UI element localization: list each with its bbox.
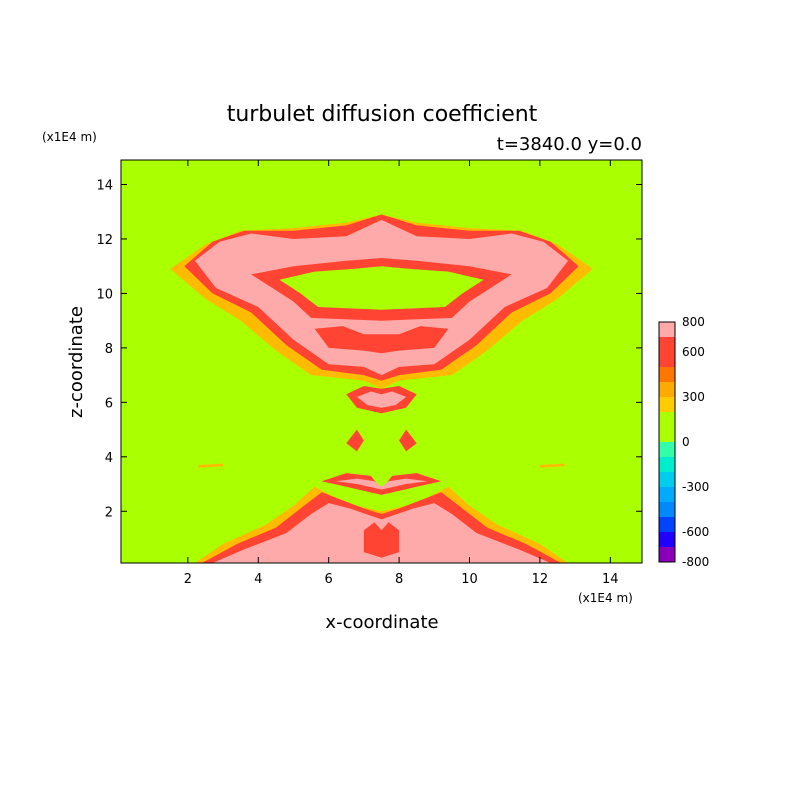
colorbar-swatch xyxy=(659,487,675,502)
contour-region xyxy=(346,429,364,452)
x-axis-ticks: 2 4 6 8 10 12 14 xyxy=(184,160,619,587)
colorbar-swatch xyxy=(659,472,675,487)
chart-title: turbulet diffusion coefficient xyxy=(227,102,538,127)
y-tick-label: 4 xyxy=(105,451,113,466)
contour-region xyxy=(198,463,224,468)
x-tick-label: 14 xyxy=(602,572,619,587)
colorbar-label: 0 xyxy=(682,435,690,449)
colorbar-label: -800 xyxy=(682,555,709,569)
x-tick-label: 6 xyxy=(325,572,333,587)
colorbar-swatch xyxy=(659,517,675,532)
x-tick-label: 4 xyxy=(254,572,262,587)
colorbar-label: 800 xyxy=(682,315,705,329)
y-axis-label: z-coordinate xyxy=(66,306,87,418)
x-tick-label: 12 xyxy=(532,572,549,587)
y-axis-unit: (x1E4 m) xyxy=(42,130,97,144)
colorbar-swatch xyxy=(659,427,675,442)
colorbar-swatch xyxy=(659,457,675,472)
colorbar-label: -300 xyxy=(682,480,709,494)
colorbar-swatch xyxy=(659,382,675,397)
y-tick-label: 14 xyxy=(96,179,113,194)
x-tick-label: 2 xyxy=(184,572,192,587)
y-tick-label: 6 xyxy=(105,396,113,411)
y-tick-label: 8 xyxy=(105,342,113,357)
plot-frame xyxy=(120,159,643,564)
colorbar-label: -600 xyxy=(682,525,709,539)
contour-region xyxy=(314,326,449,354)
y-tick-label: 2 xyxy=(105,505,113,520)
x-tick-label: 10 xyxy=(461,572,478,587)
contour-region xyxy=(363,522,400,558)
colorbar-label: 600 xyxy=(682,345,705,359)
chart-subtitle: t=3840.0 y=0.0 xyxy=(497,134,642,155)
x-axis-unit: (x1E4 m) xyxy=(578,591,633,605)
plot-area: 2 4 6 8 10 12 14 2 4 6 8 10 12 14 xyxy=(96,159,643,587)
x-tick-label: 8 xyxy=(395,572,403,587)
colorbar-swatch xyxy=(659,547,675,562)
contour-region xyxy=(539,463,565,468)
colorbar: 800 600 300 0 -300 -600 -800 xyxy=(658,315,709,569)
contour-regions xyxy=(170,214,593,563)
x-axis-label: x-coordinate xyxy=(325,612,438,633)
colorbar-label: 300 xyxy=(682,390,705,404)
colorbar-swatch xyxy=(659,502,675,517)
contour-region xyxy=(356,391,407,408)
contour-region xyxy=(279,266,484,310)
y-axis-ticks: 2 4 6 8 10 12 14 xyxy=(96,179,642,520)
colorbar-swatch xyxy=(659,532,675,547)
contour-region xyxy=(335,478,428,490)
colorbar-swatch xyxy=(659,412,675,427)
colorbar-frame xyxy=(658,321,676,563)
contour-region xyxy=(399,429,417,452)
colorbar-swatch xyxy=(659,337,675,352)
colorbar-swatch xyxy=(659,397,675,412)
colorbar-swatch xyxy=(659,367,675,382)
contour-region xyxy=(321,473,442,495)
colorbar-swatch xyxy=(659,352,675,367)
y-tick-label: 12 xyxy=(96,233,113,248)
colorbar-swatch xyxy=(659,322,675,337)
y-tick-label: 10 xyxy=(96,287,113,302)
colorbar-swatch xyxy=(659,442,675,457)
